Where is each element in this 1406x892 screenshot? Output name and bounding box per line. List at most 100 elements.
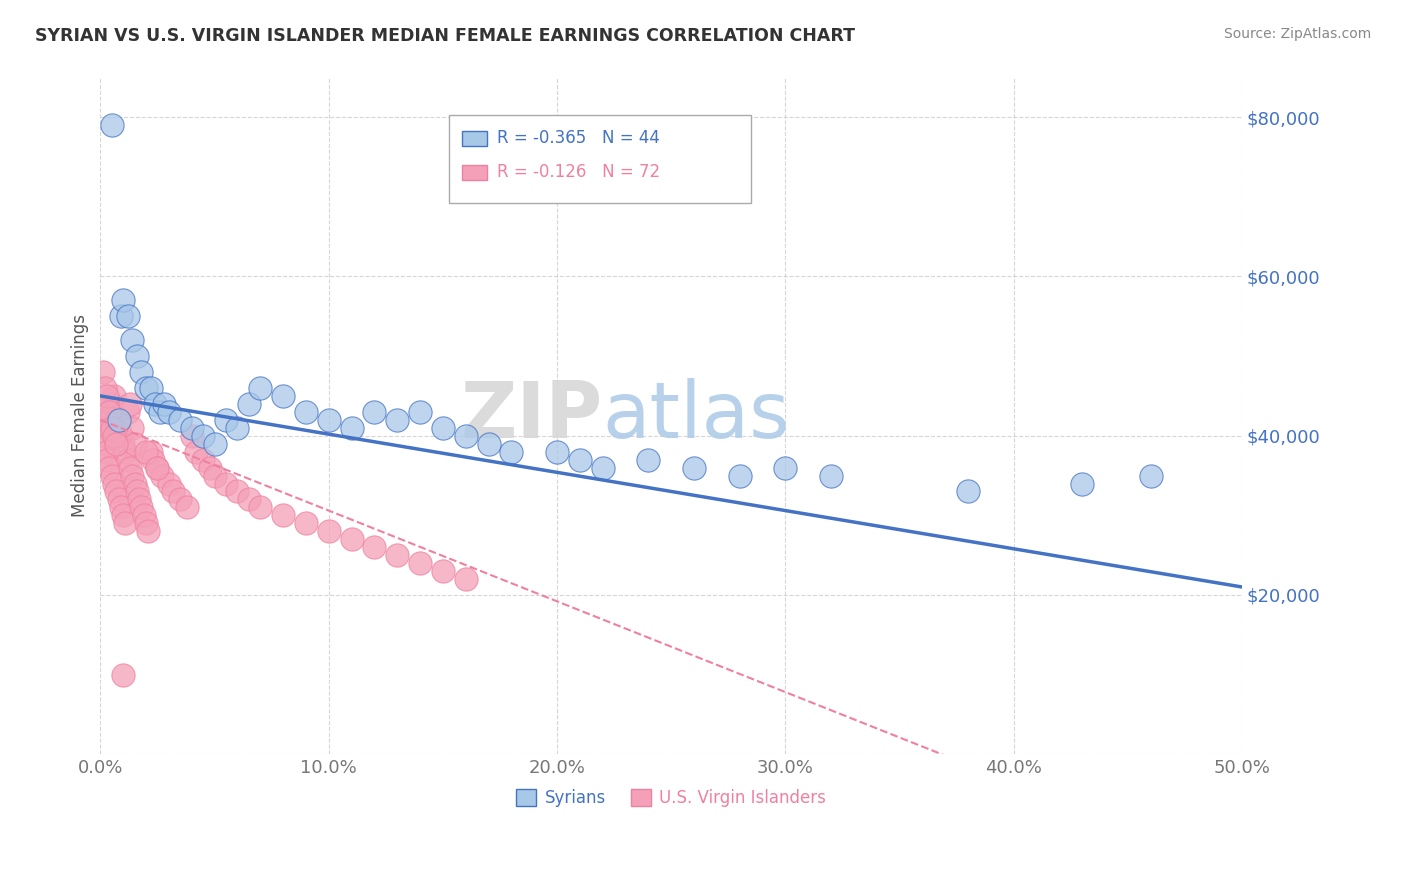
Point [501, 444, 523, 458]
Point [94, 381, 117, 395]
Point [215, 476, 238, 491]
Point [146, 460, 169, 475]
Point [271, 508, 294, 523]
Point [107, 492, 129, 507]
Point [409, 405, 432, 419]
Text: R = -0.126   N = 72: R = -0.126 N = 72 [496, 163, 659, 181]
Point [98, 460, 121, 475]
Point [96, 444, 118, 458]
Point [128, 492, 150, 507]
Point [91, 413, 114, 427]
Point [340, 533, 363, 547]
Text: Source: ZipAtlas.com: Source: ZipAtlas.com [1223, 27, 1371, 41]
Point [363, 405, 385, 419]
Point [249, 381, 271, 395]
Point [728, 468, 751, 483]
Point [112, 293, 135, 308]
Point [121, 333, 143, 347]
Point [169, 413, 191, 427]
Point [96, 452, 118, 467]
Point [100, 405, 122, 419]
Point [198, 460, 221, 475]
Point [105, 413, 128, 427]
Point [238, 397, 260, 411]
Point [121, 421, 143, 435]
Point [112, 436, 135, 450]
Point [114, 444, 136, 458]
Point [112, 508, 135, 523]
Legend: Syrians, U.S. Virgin Islanders: Syrians, U.S. Virgin Islanders [509, 782, 832, 814]
Point [98, 421, 121, 435]
Point [153, 397, 176, 411]
Point [568, 452, 591, 467]
Point [271, 389, 294, 403]
Bar [463, 131, 488, 145]
Point [957, 484, 980, 499]
FancyBboxPatch shape [449, 115, 751, 202]
Point [132, 508, 155, 523]
Point [226, 421, 249, 435]
Point [94, 436, 117, 450]
Point [91, 365, 114, 379]
Point [131, 365, 153, 379]
Point [103, 476, 125, 491]
Point [180, 428, 202, 442]
Point [683, 460, 706, 475]
Point [149, 405, 172, 419]
Point [117, 452, 139, 467]
Point [146, 460, 169, 475]
Y-axis label: Median Female Earnings: Median Female Earnings [72, 314, 89, 517]
Point [340, 421, 363, 435]
Point [139, 444, 162, 458]
Point [135, 444, 157, 458]
Text: atlas: atlas [603, 378, 790, 454]
Point [135, 516, 157, 531]
Point [118, 397, 141, 411]
Point [110, 310, 132, 324]
Point [176, 500, 198, 515]
Point [318, 524, 340, 539]
Point [103, 389, 125, 403]
Point [100, 468, 122, 483]
Point [100, 397, 122, 411]
Point [204, 436, 226, 450]
Point [169, 492, 191, 507]
Point [186, 444, 208, 458]
Point [100, 118, 122, 132]
Point [121, 468, 143, 483]
Point [249, 500, 271, 515]
Point [103, 428, 125, 442]
Point [1071, 476, 1094, 491]
Point [125, 349, 148, 363]
Point [96, 389, 118, 403]
Point [157, 476, 180, 491]
Point [135, 381, 157, 395]
Point [124, 476, 146, 491]
Point [432, 421, 454, 435]
Point [112, 667, 135, 681]
Point [387, 413, 409, 427]
Point [318, 413, 340, 427]
Point [215, 413, 238, 427]
Text: R = -0.365   N = 44: R = -0.365 N = 44 [496, 129, 659, 147]
Point [100, 421, 122, 435]
Point [477, 436, 499, 450]
Point [105, 484, 128, 499]
Point [592, 460, 614, 475]
Point [295, 516, 318, 531]
Point [157, 405, 180, 419]
Point [637, 452, 659, 467]
Point [775, 460, 797, 475]
Point [131, 500, 153, 515]
Point [180, 421, 202, 435]
Point [98, 405, 121, 419]
Point [387, 548, 409, 562]
Point [432, 564, 454, 578]
Bar [463, 165, 488, 179]
Point [117, 310, 139, 324]
Point [150, 468, 173, 483]
Point [136, 524, 159, 539]
Point [105, 436, 128, 450]
Point [454, 572, 477, 586]
Point [124, 436, 146, 450]
